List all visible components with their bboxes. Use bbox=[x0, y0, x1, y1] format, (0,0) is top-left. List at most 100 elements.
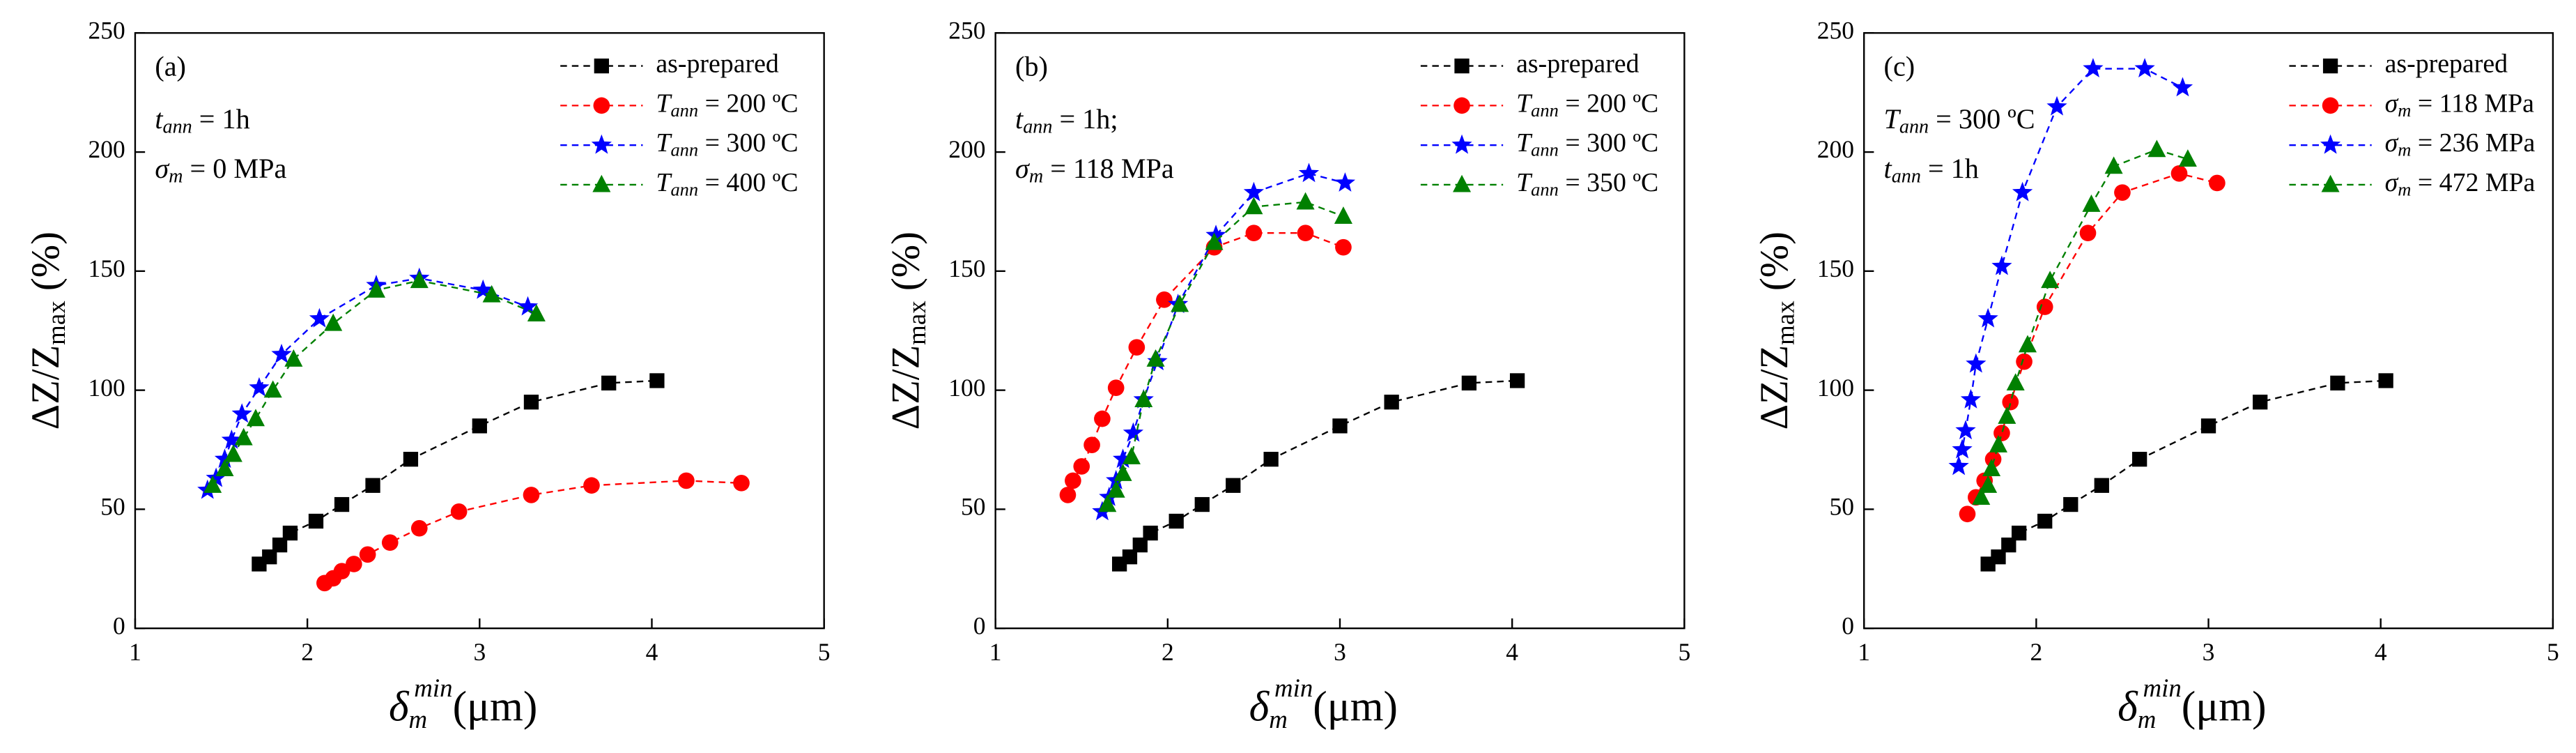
marker-star bbox=[591, 134, 612, 154]
marker-star bbox=[1334, 172, 1356, 192]
marker-circle bbox=[1073, 458, 1090, 475]
marker-square bbox=[308, 513, 324, 529]
marker-square bbox=[2378, 373, 2393, 388]
x-tick-label: 4 bbox=[2375, 638, 2387, 666]
marker-star bbox=[1977, 307, 1998, 328]
marker-star bbox=[1955, 420, 1976, 440]
y-tick-label: 0 bbox=[1842, 611, 1854, 639]
annotation: tann = 1h bbox=[1884, 153, 1979, 188]
marker-triangle bbox=[284, 349, 303, 367]
marker-circle bbox=[381, 534, 399, 552]
marker-square bbox=[1226, 478, 1241, 493]
marker-star bbox=[1960, 388, 1982, 409]
legend-label: σm = 118 MPa bbox=[2385, 89, 2535, 121]
marker-triangle bbox=[1998, 406, 2016, 424]
marker-star bbox=[309, 307, 330, 328]
marker-square bbox=[2132, 452, 2147, 467]
y-tick-label: 150 bbox=[948, 254, 985, 282]
y-tick-label: 100 bbox=[948, 374, 985, 402]
legend-label: Tann = 350 ºC bbox=[1516, 168, 1658, 200]
marker-circle bbox=[2002, 393, 2019, 411]
annotation: (c) bbox=[1884, 51, 1915, 82]
x-tick-label: 3 bbox=[473, 638, 486, 666]
marker-circle bbox=[2016, 353, 2033, 370]
marker-star bbox=[271, 344, 292, 363]
y-tick-label: 50 bbox=[961, 493, 985, 521]
marker-circle bbox=[1297, 225, 1314, 242]
marker-triangle bbox=[410, 271, 429, 289]
series-line bbox=[212, 280, 537, 486]
marker-triangle bbox=[592, 174, 611, 192]
marker-circle bbox=[1959, 505, 1976, 523]
x-tick-label: 2 bbox=[1162, 638, 1174, 666]
marker-triangle bbox=[1106, 480, 1125, 498]
marker-triangle bbox=[2082, 195, 2101, 212]
legend-label: Tann = 300 ºC bbox=[1516, 128, 1658, 160]
marker-triangle bbox=[1134, 390, 1153, 407]
y-tick-label: 50 bbox=[1830, 493, 1854, 521]
marker-square bbox=[2011, 525, 2027, 541]
y-tick-label: 200 bbox=[948, 135, 985, 163]
marker-square bbox=[403, 452, 419, 467]
marker-star bbox=[1952, 439, 1973, 459]
y-tick-label: 0 bbox=[113, 611, 125, 639]
marker-square bbox=[2094, 478, 2109, 493]
y-axis-label: ΔZ/Zmax (%) bbox=[24, 231, 71, 429]
y-tick-label: 50 bbox=[100, 493, 125, 521]
marker-circle bbox=[1245, 225, 1263, 242]
series-line bbox=[1067, 232, 1344, 496]
marker-triangle bbox=[2041, 271, 2060, 289]
marker-square bbox=[601, 375, 617, 391]
marker-square bbox=[472, 418, 487, 434]
marker-triangle bbox=[2104, 156, 2123, 174]
y-tick-label: 200 bbox=[1817, 135, 1854, 163]
marker-square bbox=[1194, 496, 1210, 512]
series-line bbox=[1106, 201, 1344, 505]
x-tick-label: 2 bbox=[301, 638, 314, 666]
y-tick-label: 0 bbox=[973, 611, 986, 639]
marker-triangle bbox=[203, 476, 222, 493]
marker-square bbox=[523, 395, 539, 410]
marker-square bbox=[1332, 418, 1348, 434]
marker-star bbox=[1298, 162, 1320, 183]
marker-circle bbox=[1993, 425, 2010, 441]
legend-label: σm = 472 MPa bbox=[2385, 168, 2536, 200]
marker-square bbox=[2322, 58, 2338, 74]
y-axis-label: ΔZ/Zmax (%) bbox=[1752, 231, 1800, 429]
series-line bbox=[259, 379, 657, 565]
marker-circle bbox=[733, 475, 750, 492]
marker-circle bbox=[1156, 291, 1173, 308]
series-line bbox=[1966, 172, 2218, 515]
x-axis-label: δmmin(μm) bbox=[2118, 674, 2266, 734]
marker-square bbox=[1143, 525, 1158, 541]
marker-square bbox=[2200, 418, 2216, 434]
series-line bbox=[1980, 149, 2189, 498]
marker-square bbox=[1122, 549, 1138, 565]
legend-label: Tann = 300 ºC bbox=[656, 128, 798, 160]
marker-circle bbox=[2079, 225, 2097, 242]
marker-triangle bbox=[1296, 192, 1315, 210]
marker-star bbox=[1205, 225, 1226, 245]
x-tick-label: 4 bbox=[646, 638, 658, 666]
series-line bbox=[1118, 379, 1518, 565]
marker-circle bbox=[2322, 97, 2339, 114]
marker-triangle bbox=[1334, 206, 1352, 224]
marker-triangle bbox=[1146, 349, 1165, 367]
marker-circle bbox=[2036, 298, 2053, 315]
y-axis-label: ΔZ/Zmax (%) bbox=[884, 231, 932, 429]
marker-circle bbox=[2170, 165, 2188, 182]
marker-triangle bbox=[324, 313, 343, 331]
legend-label: Tann = 200 ºC bbox=[1516, 89, 1658, 121]
marker-star bbox=[1451, 134, 1472, 154]
marker-triangle bbox=[1979, 476, 1998, 493]
marker-triangle bbox=[1244, 197, 1263, 215]
marker-square bbox=[262, 549, 277, 565]
x-tick-label: 1 bbox=[129, 638, 141, 666]
marker-square bbox=[334, 496, 350, 512]
marker-star bbox=[231, 403, 252, 423]
annotation: (b) bbox=[1015, 51, 1048, 82]
marker-circle bbox=[1128, 339, 1146, 356]
marker-triangle bbox=[527, 304, 546, 321]
